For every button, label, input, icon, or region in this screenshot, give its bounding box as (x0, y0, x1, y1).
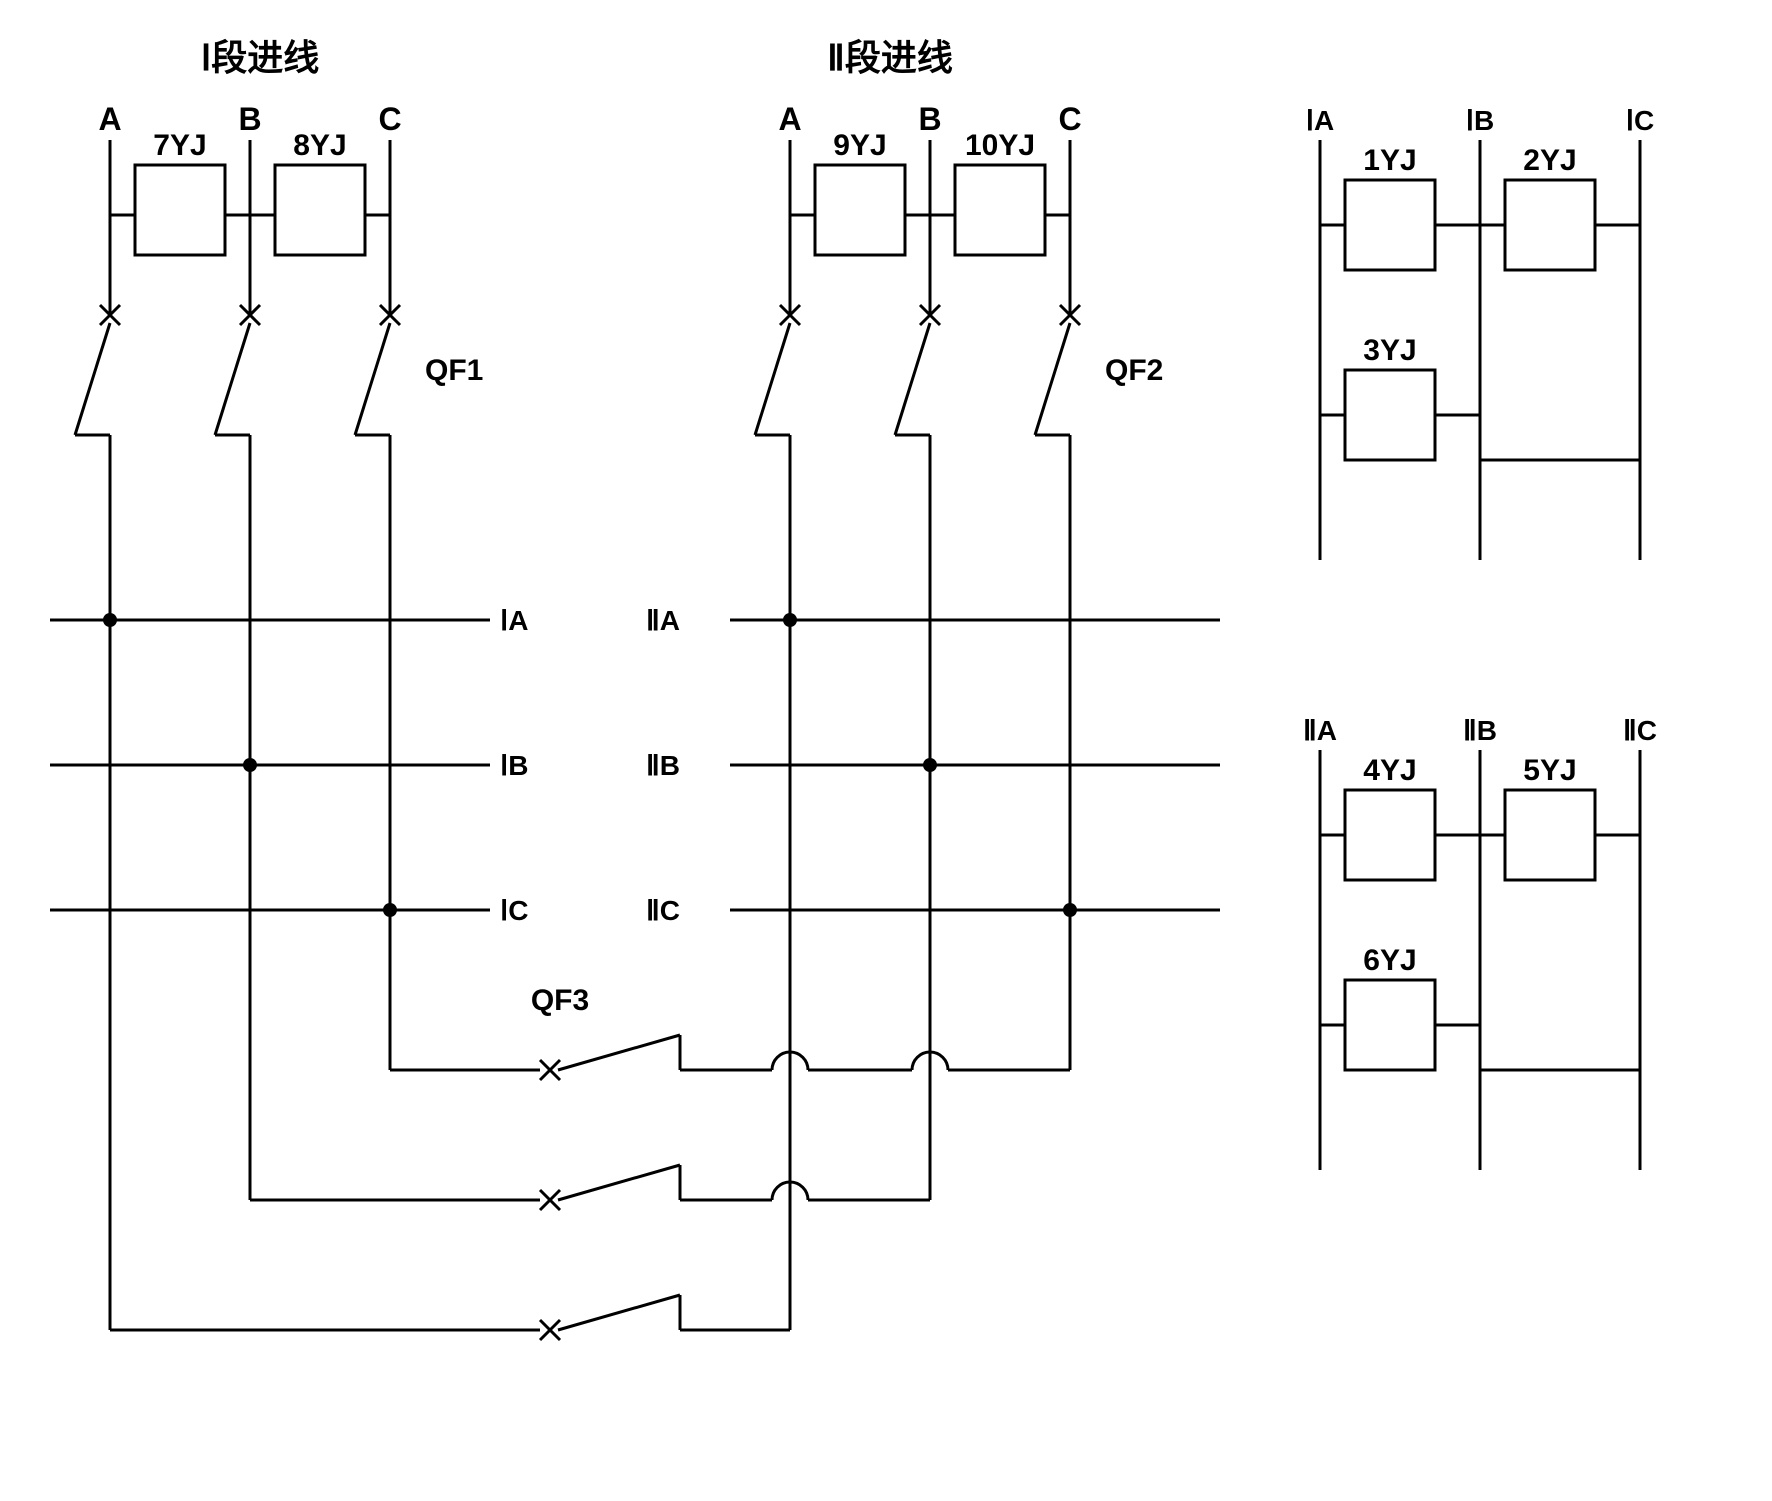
svg-text:10YJ: 10YJ (965, 129, 1035, 162)
svg-text:ⅠB: ⅠB (1466, 105, 1494, 136)
svg-text:ⅠA: ⅠA (1306, 105, 1334, 136)
svg-text:9YJ: 9YJ (833, 129, 886, 162)
svg-text:ⅠA: ⅠA (500, 605, 528, 636)
svg-text:ⅡA: ⅡA (646, 605, 680, 636)
svg-text:QF2: QF2 (1105, 354, 1163, 387)
svg-text:Ⅰ段进线: Ⅰ段进线 (201, 37, 320, 78)
svg-text:A: A (778, 101, 801, 137)
svg-text:6YJ: 6YJ (1363, 944, 1416, 977)
svg-text:ⅠB: ⅠB (500, 750, 528, 781)
svg-text:B: B (238, 101, 261, 137)
svg-text:ⅡB: ⅡB (1463, 715, 1497, 746)
svg-text:ⅠC: ⅠC (1626, 105, 1654, 136)
svg-text:QF3: QF3 (531, 984, 589, 1017)
svg-text:ⅡB: ⅡB (646, 750, 680, 781)
svg-text:8YJ: 8YJ (293, 129, 346, 162)
svg-text:4YJ: 4YJ (1363, 754, 1416, 787)
svg-text:1YJ: 1YJ (1363, 144, 1416, 177)
svg-text:ⅠC: ⅠC (500, 895, 528, 926)
svg-text:B: B (918, 101, 941, 137)
svg-text:ⅡA: ⅡA (1303, 715, 1337, 746)
svg-text:3YJ: 3YJ (1363, 334, 1416, 367)
electrical-diagram: Ⅰ段进线 A B C 7YJ 8YJ QF1 ⅠA ⅠB ⅠC Ⅱ段进线 A B C 9YJ 10YJ QF2 Ⅱ… (20, 20, 1772, 1481)
svg-text:Ⅱ段进线: Ⅱ段进线 (827, 37, 953, 78)
svg-text:C: C (378, 101, 401, 137)
svg-text:5YJ: 5YJ (1523, 754, 1576, 787)
svg-text:A: A (98, 101, 121, 137)
svg-text:2YJ: 2YJ (1523, 144, 1576, 177)
svg-text:QF1: QF1 (425, 354, 483, 387)
svg-text:ⅡC: ⅡC (646, 895, 680, 926)
svg-text:ⅡC: ⅡC (1623, 715, 1657, 746)
svg-text:7YJ: 7YJ (153, 129, 206, 162)
svg-text:C: C (1058, 101, 1081, 137)
